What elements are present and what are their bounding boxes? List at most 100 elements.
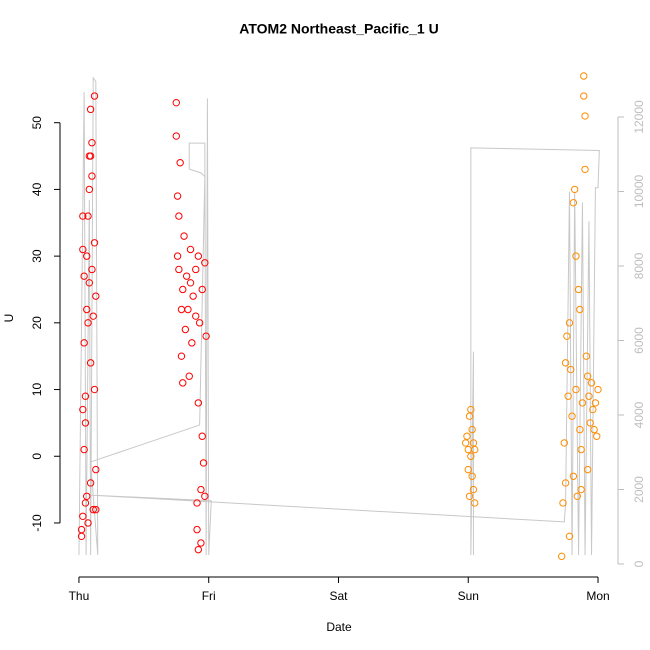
point — [84, 519, 92, 527]
point — [573, 492, 581, 500]
point — [561, 359, 570, 367]
point — [583, 372, 592, 380]
point — [182, 272, 191, 280]
point — [590, 425, 598, 434]
point — [79, 405, 87, 414]
point — [90, 385, 99, 394]
point — [557, 552, 566, 561]
y-tick-label: 30 — [30, 249, 44, 263]
point — [463, 432, 471, 440]
point — [199, 459, 208, 467]
point — [585, 392, 593, 400]
point — [80, 339, 88, 347]
y-tick-label: 20 — [30, 316, 44, 330]
point — [89, 505, 97, 514]
point — [468, 425, 476, 434]
point — [92, 292, 100, 300]
point — [468, 472, 476, 480]
point — [90, 239, 99, 247]
point — [79, 212, 87, 220]
point — [179, 285, 187, 294]
x-tick-label: Thu — [69, 589, 90, 603]
point — [84, 212, 92, 220]
point — [175, 265, 183, 274]
point — [173, 252, 182, 260]
point — [192, 265, 200, 274]
point — [201, 259, 209, 267]
point — [568, 412, 576, 420]
point — [90, 92, 99, 100]
point — [84, 319, 92, 327]
point — [471, 445, 479, 454]
point — [587, 379, 596, 387]
y2-tick-label: 0 — [632, 560, 646, 567]
point — [580, 92, 588, 100]
point — [465, 412, 474, 420]
point — [581, 165, 589, 174]
point — [86, 479, 95, 487]
y2-tick-label: 2000 — [632, 476, 646, 503]
point — [465, 492, 474, 500]
point — [578, 399, 587, 407]
y-tick-label: 10 — [30, 383, 44, 397]
point — [172, 98, 180, 107]
point — [565, 319, 574, 327]
point — [197, 539, 205, 547]
y-axis-label: U — [2, 314, 16, 323]
point — [202, 332, 210, 340]
x-tick-label: Fri — [202, 589, 216, 603]
point — [591, 399, 600, 407]
point — [193, 499, 201, 507]
point — [594, 385, 602, 394]
point — [569, 199, 578, 207]
point — [583, 465, 592, 474]
chart-title: ATOM2 Northeast_Pacific_1 U — [239, 21, 438, 37]
point — [201, 492, 209, 500]
point — [86, 105, 95, 114]
point — [79, 245, 87, 254]
point — [469, 439, 478, 447]
series-line — [78, 76, 600, 556]
point — [572, 252, 580, 260]
point — [581, 112, 589, 120]
point — [577, 485, 585, 494]
point — [461, 439, 470, 447]
point — [194, 399, 203, 407]
point — [193, 525, 201, 534]
point — [179, 379, 187, 387]
point — [85, 185, 94, 194]
point — [176, 159, 184, 167]
point — [86, 359, 95, 367]
point — [574, 285, 583, 294]
point — [172, 132, 180, 140]
point — [192, 312, 200, 320]
y2-tick-label: 6000 — [632, 327, 646, 354]
point — [85, 279, 94, 287]
point — [83, 252, 91, 260]
point — [586, 419, 594, 427]
point — [198, 285, 206, 294]
point — [577, 445, 585, 454]
point — [80, 272, 88, 280]
point — [580, 72, 588, 80]
point — [567, 365, 575, 374]
y2-tick-label: 8000 — [632, 252, 646, 279]
point — [186, 279, 195, 287]
x-tick-label: Sun — [458, 589, 479, 603]
point — [572, 385, 580, 394]
point — [563, 332, 571, 340]
point — [92, 465, 100, 474]
point — [560, 439, 568, 447]
point — [77, 532, 86, 541]
point — [89, 312, 97, 320]
point — [564, 392, 572, 400]
point — [570, 185, 579, 194]
point — [576, 425, 584, 434]
point — [185, 372, 193, 380]
point — [88, 265, 96, 274]
point — [471, 499, 479, 507]
point — [469, 485, 478, 494]
point — [180, 232, 188, 240]
point — [81, 419, 90, 427]
